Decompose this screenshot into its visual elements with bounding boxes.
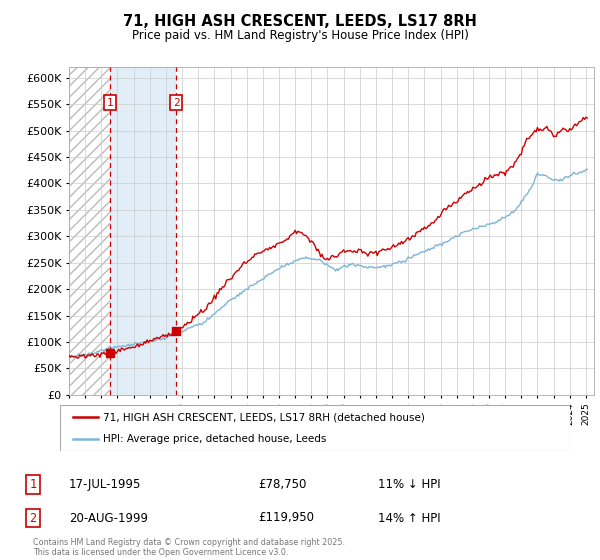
Text: 2: 2 [173,97,179,108]
Text: 14% ↑ HPI: 14% ↑ HPI [378,511,440,525]
Text: 1: 1 [107,97,113,108]
Text: 2: 2 [29,511,37,525]
Text: HPI: Average price, detached house, Leeds: HPI: Average price, detached house, Leed… [103,435,327,444]
Text: 71, HIGH ASH CRESCENT, LEEDS, LS17 8RH: 71, HIGH ASH CRESCENT, LEEDS, LS17 8RH [123,14,477,29]
Text: Contains HM Land Registry data © Crown copyright and database right 2025.
This d: Contains HM Land Registry data © Crown c… [33,538,345,557]
Text: 20-AUG-1999: 20-AUG-1999 [69,511,148,525]
Text: 71, HIGH ASH CRESCENT, LEEDS, LS17 8RH (detached house): 71, HIGH ASH CRESCENT, LEEDS, LS17 8RH (… [103,412,425,422]
Text: 11% ↓ HPI: 11% ↓ HPI [378,478,440,491]
Text: £119,950: £119,950 [258,511,314,525]
Bar [69,67,110,395]
Text: 17-JUL-1995: 17-JUL-1995 [69,478,142,491]
Text: Price paid vs. HM Land Registry's House Price Index (HPI): Price paid vs. HM Land Registry's House … [131,29,469,42]
Bar [110,67,176,395]
Text: £78,750: £78,750 [258,478,307,491]
Text: 1: 1 [29,478,37,491]
FancyBboxPatch shape [60,405,570,451]
